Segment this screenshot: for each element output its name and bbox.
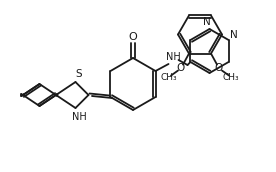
Text: NH: NH	[166, 52, 181, 62]
Text: O: O	[177, 63, 185, 73]
Text: CH₃: CH₃	[161, 73, 177, 82]
Text: O: O	[129, 32, 137, 42]
Text: CH₃: CH₃	[223, 73, 239, 82]
Text: N: N	[203, 17, 210, 27]
Text: NH: NH	[72, 112, 87, 122]
Text: S: S	[75, 69, 82, 79]
Text: N: N	[230, 30, 237, 40]
Text: O: O	[215, 63, 223, 73]
